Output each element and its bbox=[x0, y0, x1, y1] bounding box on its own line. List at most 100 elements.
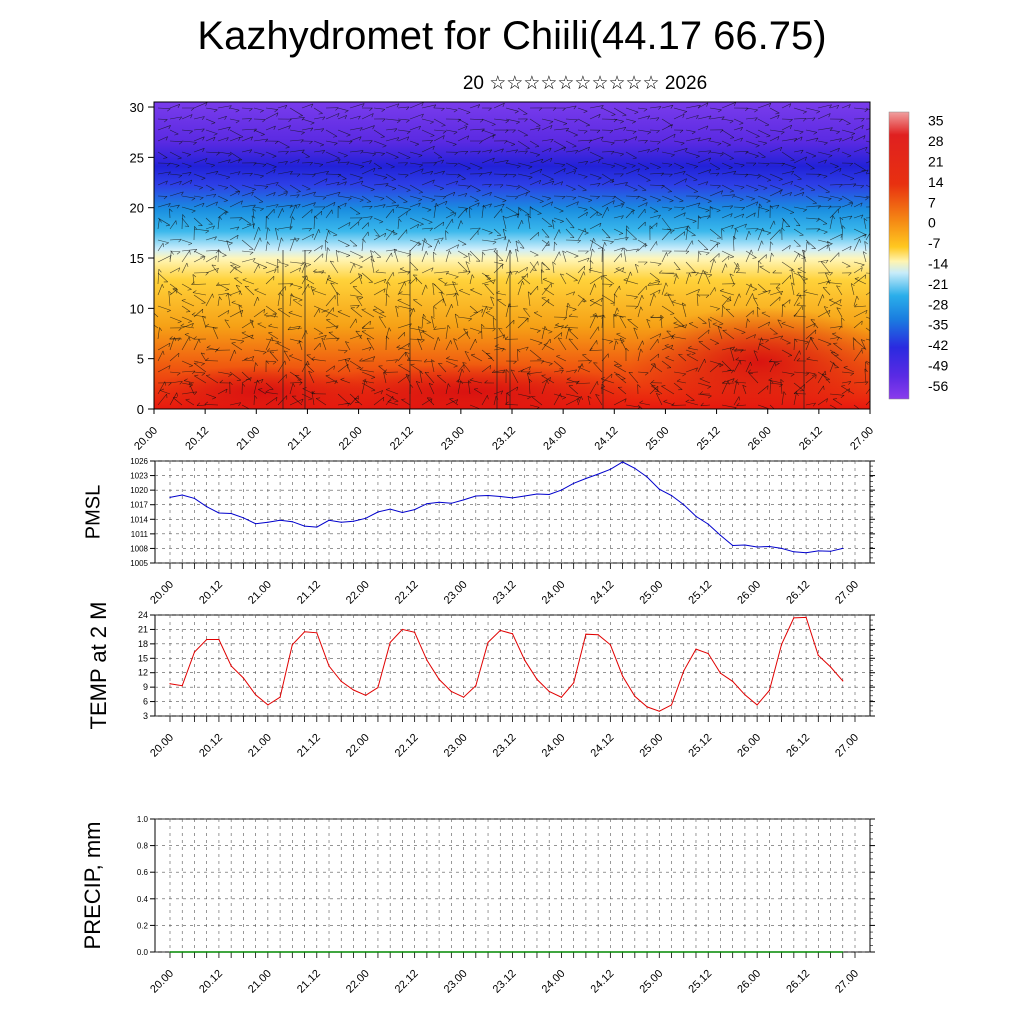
data-point bbox=[732, 544, 734, 547]
wind-barb bbox=[699, 378, 711, 384]
wind-barb-feather bbox=[800, 150, 804, 154]
wind-barb-feather bbox=[790, 181, 793, 185]
wind-barb bbox=[181, 316, 193, 322]
wind-barb bbox=[337, 222, 351, 230]
wind-barb-feather bbox=[396, 137, 400, 142]
wind-barb bbox=[817, 159, 827, 164]
wind-barb bbox=[457, 261, 468, 272]
wind-barb-feather bbox=[426, 322, 431, 324]
wind-barb-feather bbox=[502, 228, 507, 232]
wind-barb-feather bbox=[407, 209, 411, 212]
wind-barb bbox=[277, 140, 290, 148]
data-point bbox=[316, 526, 318, 528]
wind-barb-feather bbox=[768, 377, 773, 381]
wind-barb bbox=[445, 272, 459, 278]
data-point bbox=[414, 508, 416, 511]
wind-barb-feather bbox=[471, 274, 475, 279]
wind-barb bbox=[301, 233, 314, 241]
wind-barb-feather bbox=[191, 323, 194, 328]
wind-barb bbox=[421, 217, 433, 223]
wind-barb bbox=[553, 140, 566, 148]
wind-barb bbox=[457, 125, 468, 131]
wind-barb-feather bbox=[257, 322, 262, 325]
wind-barb-feather bbox=[761, 156, 766, 158]
wind-barb bbox=[168, 291, 171, 307]
wind-barb-feather bbox=[358, 217, 363, 221]
data-point bbox=[658, 951, 660, 953]
wind-barb bbox=[395, 305, 399, 318]
wind-barb bbox=[325, 151, 340, 159]
wind-barb bbox=[565, 380, 579, 384]
wind-barb bbox=[421, 195, 436, 201]
wind-barb-feather bbox=[229, 381, 233, 386]
wind-barb-feather bbox=[726, 144, 731, 147]
wind-barb bbox=[169, 289, 178, 296]
wind-barb bbox=[217, 105, 232, 109]
wind-barb-feather bbox=[854, 303, 858, 308]
wind-barb bbox=[553, 393, 561, 406]
wind-barb-feather bbox=[369, 107, 373, 111]
wind-barb-feather bbox=[433, 162, 437, 166]
wind-barb-feather bbox=[468, 318, 472, 322]
wind-barb bbox=[589, 173, 602, 179]
x-tick-label: 25.12 bbox=[686, 579, 714, 607]
wind-barb bbox=[361, 125, 375, 131]
wind-barb bbox=[709, 360, 724, 366]
wind-barb bbox=[385, 173, 396, 180]
wind-barb-feather bbox=[610, 241, 614, 245]
wind-barb bbox=[337, 151, 348, 156]
wind-barb-feather bbox=[177, 157, 182, 160]
wind-barb-feather bbox=[616, 307, 619, 312]
wind-barb bbox=[385, 293, 388, 307]
wind-barb bbox=[517, 150, 528, 153]
wind-barb-feather bbox=[453, 365, 458, 368]
wind-barb-feather bbox=[187, 165, 192, 169]
wind-barb-feather bbox=[453, 338, 458, 341]
wind-barb bbox=[805, 241, 808, 252]
wind-barb-feather bbox=[562, 397, 566, 400]
wind-barb bbox=[445, 399, 458, 406]
wind-barb-feather bbox=[639, 400, 644, 404]
wind-barb bbox=[615, 268, 627, 274]
wind-barb bbox=[673, 195, 684, 202]
wind-barb bbox=[421, 267, 434, 274]
wind-barb-feather bbox=[526, 267, 528, 272]
wind-barb-feather bbox=[616, 332, 621, 335]
wind-barb-feather bbox=[597, 326, 600, 331]
wind-barb bbox=[646, 319, 651, 329]
wind-barb-feather bbox=[421, 102, 424, 107]
wind-barb bbox=[700, 404, 711, 407]
wind-barb-feather bbox=[848, 104, 851, 109]
wind-barb-feather bbox=[842, 225, 846, 229]
wind-barb-feather bbox=[356, 297, 361, 299]
wind-barb bbox=[517, 162, 533, 167]
data-point bbox=[634, 695, 636, 697]
wind-barb-feather bbox=[505, 129, 509, 134]
wind-barb-feather bbox=[861, 349, 863, 354]
wind-barb bbox=[205, 250, 219, 252]
wind-barb bbox=[313, 270, 324, 274]
wind-barb-feather bbox=[193, 336, 197, 340]
wind-barb bbox=[625, 168, 640, 175]
wind-barb bbox=[356, 297, 363, 307]
data-point bbox=[744, 951, 746, 953]
wind-barb bbox=[685, 261, 696, 273]
wind-barb bbox=[265, 337, 273, 351]
wind-barb bbox=[733, 263, 738, 274]
wind-barb bbox=[193, 128, 205, 131]
wind-barb-feather bbox=[382, 118, 386, 122]
wind-barb bbox=[469, 404, 480, 409]
wind-barb bbox=[397, 343, 410, 351]
wind-barb bbox=[229, 261, 241, 268]
wind-barb-feather bbox=[682, 373, 686, 377]
wind-barb bbox=[481, 134, 495, 142]
wind-barb-feather bbox=[421, 113, 424, 118]
wind-barb bbox=[542, 279, 555, 285]
wind-barb bbox=[409, 277, 417, 285]
wind-barb-feather bbox=[489, 192, 492, 197]
wind-barb bbox=[673, 212, 686, 219]
wind-barb bbox=[265, 276, 275, 285]
wind-barb-feather bbox=[550, 157, 553, 162]
wind-barb bbox=[193, 148, 205, 153]
wind-barb-feather bbox=[380, 312, 385, 314]
